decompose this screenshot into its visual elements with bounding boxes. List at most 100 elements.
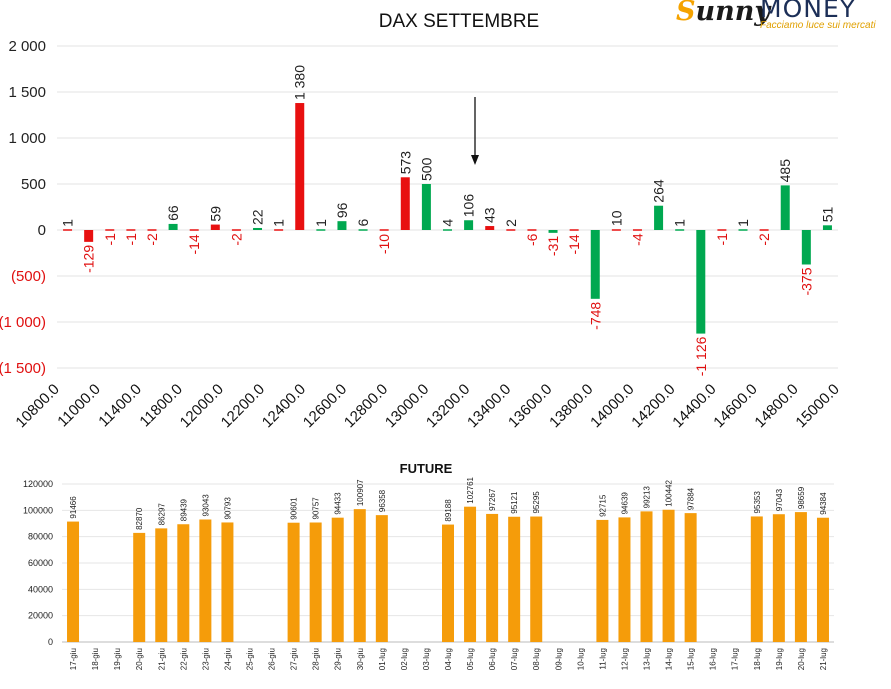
top-bar	[527, 229, 537, 231]
future-bar	[464, 506, 477, 642]
logo-brand: Sunny	[676, 0, 770, 27]
top-x-tick-label: 13600.0	[505, 381, 555, 431]
future-bar	[750, 516, 763, 642]
future-bar	[662, 509, 675, 642]
future-bar	[199, 519, 212, 642]
future-x-tick-label: 08-lug	[532, 648, 541, 670]
logo-brand-text: unny	[695, 0, 771, 27]
future-x-tick-label: 05-lug	[466, 648, 475, 670]
top-x-tick-label: 12200.0	[218, 381, 268, 431]
future-data-label: 102761	[466, 476, 475, 503]
future-data-label: 93043	[201, 494, 210, 517]
top-y-tick-label: (1 500)	[0, 360, 46, 377]
future-y-axis: 120000 100000 80000 60000 40000 20000 0	[23, 479, 53, 647]
future-chart-title: FUTURE	[400, 461, 453, 476]
future-bar	[155, 528, 168, 642]
top-x-tick-label: 10800.0	[12, 381, 62, 431]
top-data-label: 22	[250, 209, 266, 225]
future-data-label: 98659	[797, 486, 806, 509]
top-bar	[632, 229, 642, 231]
top-data-label: 51	[819, 207, 835, 223]
future-bar	[640, 511, 653, 642]
future-x-tick-label: 17-giu	[69, 648, 78, 670]
future-x-tick-label: 03-lug	[422, 648, 431, 670]
top-bar	[337, 221, 347, 230]
sunny-money-logo: Sunny MONEY Facciamo luce sui mercati	[676, 0, 886, 36]
future-data-label: 94384	[819, 492, 828, 515]
top-data-label: -2	[756, 233, 772, 246]
top-bar	[253, 227, 263, 230]
top-y-tick-label: 1 000	[8, 130, 46, 147]
top-data-label: -1	[102, 233, 118, 246]
future-y-tick-label: 120000	[23, 479, 53, 489]
logo-money: MONEY	[760, 0, 857, 23]
top-data-label: 1	[60, 219, 76, 227]
chart-title: DAX SETTEMBRE	[379, 11, 539, 32]
future-y-tick-label: 40000	[28, 584, 53, 594]
top-data-label: -1	[123, 233, 139, 246]
future-bar	[618, 517, 631, 642]
top-bar	[63, 229, 73, 231]
top-data-label: 59	[207, 206, 223, 222]
top-bar	[464, 220, 474, 230]
top-bar	[316, 229, 326, 231]
future-x-tick-label: 30-giu	[356, 648, 365, 670]
future-x-tick-label: 07-lug	[510, 648, 519, 670]
top-bar	[189, 229, 199, 231]
top-x-tick-label: 12000.0	[177, 381, 227, 431]
top-bar	[210, 224, 220, 230]
top-data-label: 485	[777, 159, 793, 183]
future-bar	[309, 522, 322, 642]
future-data-label: 97267	[488, 488, 497, 511]
top-x-tick-label: 13400.0	[464, 381, 514, 431]
top-bar	[780, 185, 790, 230]
top-data-label: -4	[629, 233, 645, 246]
future-bar	[375, 515, 388, 642]
future-x-tick-label: 09-lug	[554, 648, 563, 670]
top-x-tick-label: 13000.0	[382, 381, 432, 431]
future-data-label: 94639	[620, 492, 629, 515]
top-y-tick-label: 0	[38, 222, 46, 239]
future-data-label: 97043	[775, 488, 784, 511]
top-data-label: -2	[228, 233, 244, 246]
top-data-label: 1	[735, 219, 751, 227]
top-data-label: -129	[81, 245, 97, 273]
top-data-label: 43	[482, 207, 498, 223]
top-bar	[569, 229, 579, 231]
future-x-tick-label: 26-giu	[268, 648, 277, 670]
top-data-label: -6	[524, 233, 540, 246]
top-bar	[590, 230, 600, 299]
future-x-tick-label: 21-giu	[157, 648, 166, 670]
future-data-label: 86297	[157, 503, 166, 526]
top-bar	[654, 205, 664, 230]
top-data-label: 500	[418, 157, 434, 181]
future-data-label: 100442	[665, 480, 674, 507]
top-x-tick-label: 14800.0	[751, 381, 801, 431]
future-data-label: 91466	[69, 496, 78, 519]
top-data-label: 4	[440, 219, 456, 227]
future-bar	[772, 514, 785, 642]
top-data-label: -14	[186, 234, 202, 254]
future-data-label: 89188	[444, 499, 453, 522]
top-data-label: 573	[397, 151, 413, 175]
top-y-axis: 2 000 1 500 1 000 500 0 (500) (1 000) (1 500)	[0, 38, 46, 377]
top-x-tick-label: 11000.0	[54, 381, 104, 431]
future-data-label: 90757	[312, 497, 321, 520]
future-x-tick-label: 28-giu	[312, 648, 321, 670]
top-x-tick-label: 14000.0	[587, 381, 637, 431]
top-x-tick-label: 12600.0	[300, 381, 350, 431]
top-x-tick-label: 11800.0	[136, 381, 186, 431]
future-y-tick-label: 0	[48, 637, 53, 647]
top-data-label: 1	[672, 219, 688, 227]
top-y-tick-label: (1 000)	[0, 314, 46, 331]
top-data-label: 10	[608, 210, 624, 226]
future-bar	[794, 512, 807, 642]
top-bar	[801, 230, 811, 265]
future-data-label: 90601	[290, 497, 299, 520]
future-data-label: 89439	[179, 498, 188, 521]
future-y-tick-label: 80000	[28, 532, 53, 542]
top-bar	[675, 229, 685, 231]
top-x-tick-label: 12800.0	[341, 381, 391, 431]
top-bar	[126, 229, 136, 231]
